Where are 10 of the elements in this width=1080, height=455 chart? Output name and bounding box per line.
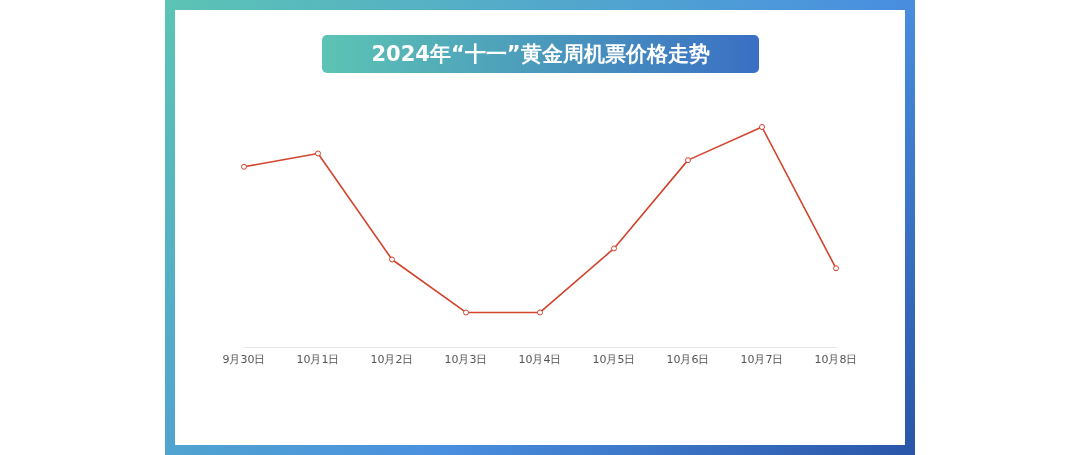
x-tick-label: 10月1日 xyxy=(296,353,340,367)
x-tick-label: 10月6日 xyxy=(666,353,710,367)
chart-title: 2024年“十一”黄金周机票价格走势 xyxy=(322,35,759,73)
x-tick-label: 9月30日 xyxy=(222,353,266,367)
x-tick-label: 10月7日 xyxy=(740,353,784,367)
x-tick-label: 10月2日 xyxy=(370,353,414,367)
x-tick-label: 10月4日 xyxy=(518,353,562,367)
x-tick-label: 10月3日 xyxy=(444,353,488,367)
x-tick-label: 10月8日 xyxy=(814,353,858,367)
x-tick-label: 10月5日 xyxy=(592,353,636,367)
